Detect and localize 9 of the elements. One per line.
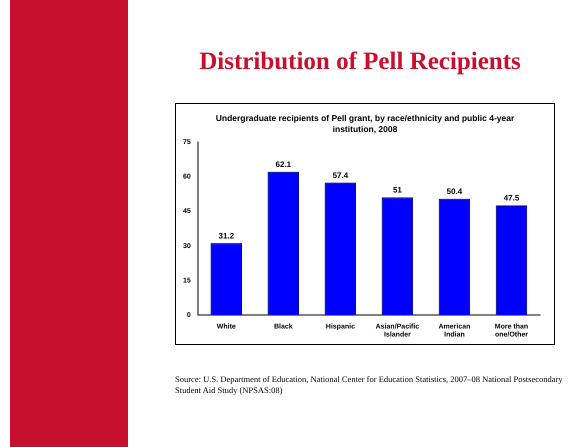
- data-label: 31.2: [218, 231, 235, 240]
- data-label: 62.1: [276, 160, 292, 169]
- chart-subtitle: Undergraduate recipients of Pell grant, by race/ethnicity and public 4-year institution, 2008: [214, 113, 516, 135]
- data-label: 51: [392, 186, 402, 195]
- data-label: 47.5: [504, 194, 520, 203]
- chart-title: Distribution of Pell Recipients: [198, 48, 522, 76]
- source-note: Source: U.S. Department of Education, National Center for Education Statistics, 2007–08 National Postsecondary Student Aid Study (NPSAS:08): [175, 374, 564, 396]
- data-label: 57.4: [332, 170, 349, 180]
- data-label: 50.4: [446, 187, 463, 196]
